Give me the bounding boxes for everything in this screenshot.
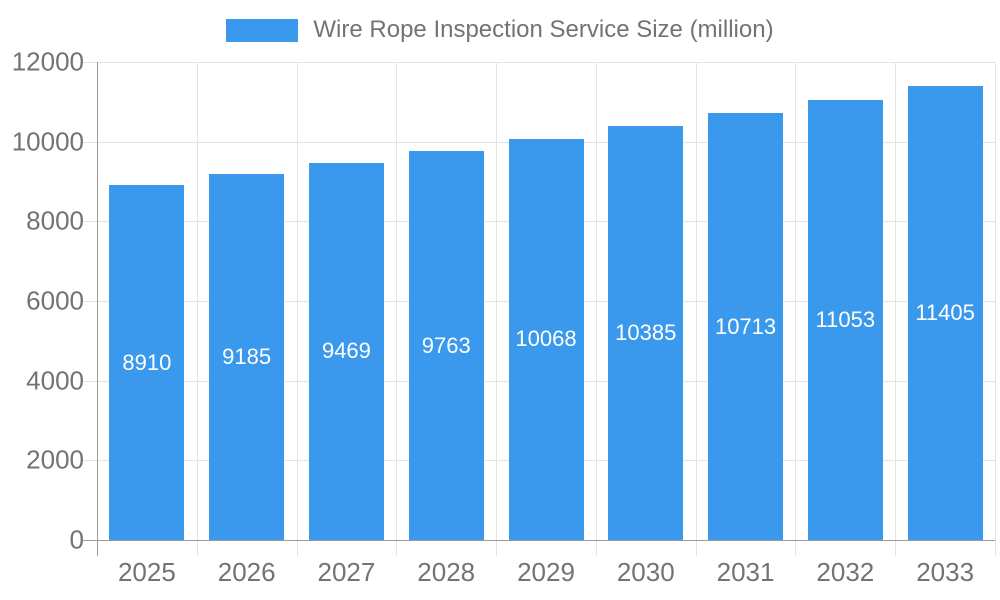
bar-2028[interactable]: 9763 <box>408 151 484 540</box>
bar-2025[interactable]: 8910 <box>109 185 185 540</box>
gridline-vertical-5 <box>595 62 597 556</box>
x-axis-tick-label: 2027 <box>317 557 376 587</box>
y-axis-tick-label: 0 <box>69 524 84 555</box>
gridline-vertical-9 <box>995 62 996 556</box>
gridline-vertical-7 <box>795 62 797 556</box>
y-axis-tick-label: 10000 <box>11 126 84 157</box>
x-axis-tick-label: 2029 <box>517 557 575 587</box>
x-axis-tick-label: 2030 <box>616 557 675 587</box>
x-axis-tick-label: 2025 <box>117 557 176 587</box>
y-axis-tick-label: 8000 <box>26 205 84 236</box>
y-axis-tick-label: 2000 <box>26 444 84 475</box>
gridline-vertical-3 <box>396 62 398 556</box>
y-axis-tick-label: 12000 <box>11 46 84 77</box>
bar-value-label: 9763 <box>421 332 471 358</box>
y-axis-tick-label: 6000 <box>26 285 84 316</box>
x-axis-tick-label: 2032 <box>816 557 875 587</box>
bar-2029[interactable]: 10068 <box>508 138 584 540</box>
bar-2030[interactable]: 10385 <box>608 126 684 540</box>
gridline-vertical-6 <box>695 62 697 556</box>
bar-value-label: 11053 <box>815 306 876 332</box>
gridline-vertical-1 <box>196 62 198 556</box>
y-axis-line <box>97 62 98 556</box>
gridline-vertical-4 <box>496 62 498 556</box>
gridline-vertical-8 <box>895 62 897 556</box>
bar-value-label: 11405 <box>915 299 975 325</box>
y-axis-tick-label: 4000 <box>26 365 84 396</box>
legend[interactable]: Wire Rope Inspection Service Size (milli… <box>0 12 1000 48</box>
gridline-vertical-2 <box>296 62 298 556</box>
bar-value-label: 9185 <box>222 344 272 370</box>
gridline-horizontal-12000 <box>82 62 995 63</box>
x-axis-line <box>82 540 995 541</box>
bar-2031[interactable]: 10713 <box>708 113 784 540</box>
bar-value-label: 10385 <box>615 320 677 346</box>
bar-2027[interactable]: 9469 <box>308 162 384 540</box>
bar-2026[interactable]: 9185 <box>209 174 285 540</box>
bar-2033[interactable]: 11405 <box>907 85 983 540</box>
bar-2032[interactable]: 11053 <box>807 99 883 540</box>
x-axis-tick-label: 2026 <box>217 557 276 587</box>
x-axis-tick-label: 2033 <box>916 557 975 587</box>
x-axis-tick-label: 2031 <box>716 557 775 587</box>
x-axis-tick-label: 2028 <box>417 557 476 587</box>
bar-value-label: 10068 <box>515 326 577 352</box>
plot-area: 0 2000 4000 6000 8000 10000 12000 8910 2025 9185 2… <box>12 47 996 587</box>
bar-value-label: 9469 <box>321 338 371 364</box>
legend-swatch <box>226 18 299 42</box>
bar-value-label: 10713 <box>714 313 777 339</box>
bar-value-label: 8910 <box>122 349 172 375</box>
legend-label: Wire Rope Inspection Service Size (milli… <box>313 16 774 43</box>
